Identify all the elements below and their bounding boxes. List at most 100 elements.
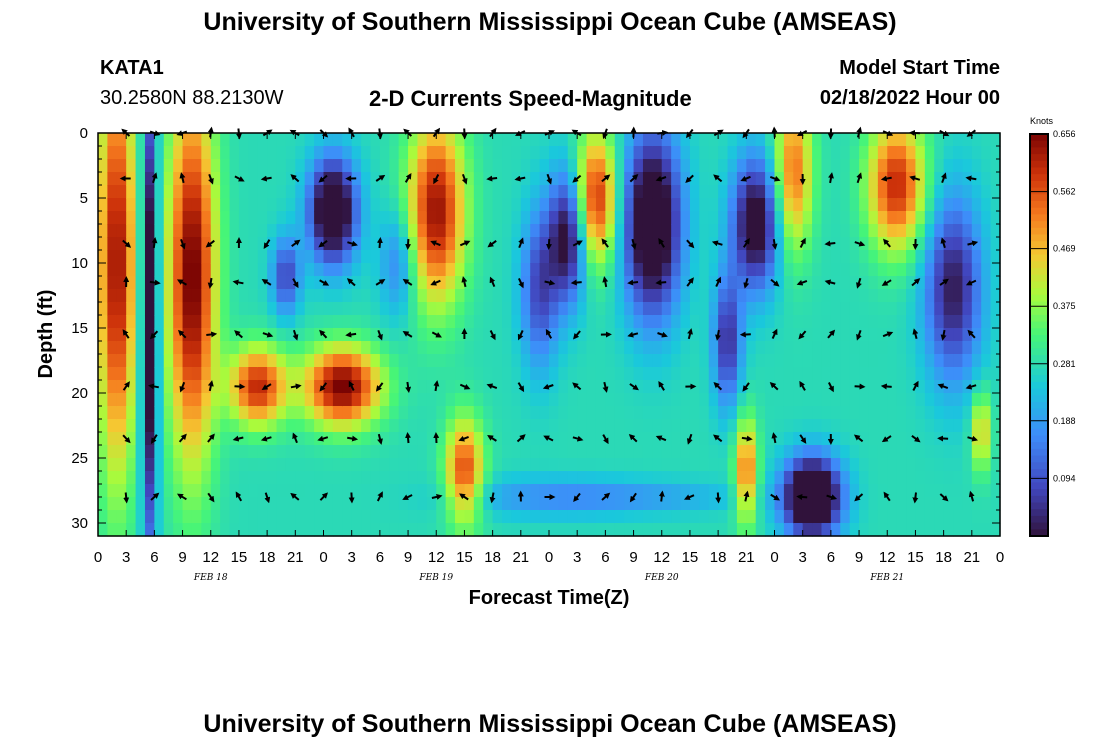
heatmap-cell bbox=[229, 406, 240, 420]
heatmap-cell bbox=[661, 289, 672, 303]
heatmap-cell bbox=[332, 159, 343, 173]
heatmap-cell bbox=[295, 237, 306, 251]
heatmap-cell bbox=[248, 367, 259, 381]
heatmap-cell bbox=[370, 159, 381, 173]
heatmap-cell bbox=[971, 497, 982, 511]
heatmap-cell bbox=[746, 237, 757, 251]
heatmap-cell bbox=[642, 172, 653, 186]
heatmap-cell bbox=[849, 133, 860, 147]
current-arrow bbox=[433, 432, 440, 444]
heatmap-cell bbox=[830, 237, 841, 251]
heatmap-cell bbox=[116, 159, 127, 173]
heatmap-cell bbox=[727, 458, 738, 472]
heatmap-cell bbox=[248, 211, 259, 225]
heatmap-cell bbox=[699, 146, 710, 160]
current-arrow bbox=[939, 278, 949, 286]
heatmap-cell bbox=[191, 393, 202, 407]
heatmap-cell bbox=[689, 146, 700, 160]
heatmap-cell bbox=[173, 289, 184, 303]
heatmap-cell bbox=[802, 510, 813, 524]
heatmap-cell bbox=[257, 211, 268, 225]
heatmap-cell bbox=[887, 289, 898, 303]
current-arrow bbox=[881, 279, 892, 286]
heatmap-cell bbox=[558, 523, 569, 537]
heatmap-cell bbox=[492, 393, 503, 407]
heatmap-cell bbox=[116, 133, 127, 147]
heatmap-cell bbox=[285, 133, 296, 147]
heatmap-cell bbox=[736, 237, 747, 251]
heatmap-cell bbox=[577, 393, 588, 407]
heatmap-cell bbox=[567, 185, 578, 199]
heatmap-cell bbox=[351, 354, 362, 368]
heatmap-cell bbox=[314, 419, 325, 433]
heatmap-cell bbox=[877, 458, 888, 472]
colorbar-segment bbox=[1030, 180, 1048, 189]
current-arrow bbox=[208, 173, 214, 185]
heatmap-cell bbox=[398, 419, 409, 433]
heatmap-cell bbox=[492, 406, 503, 420]
heatmap-cell bbox=[718, 250, 729, 264]
heatmap-cell bbox=[614, 354, 625, 368]
heatmap-cell bbox=[511, 367, 522, 381]
colorbar-segment bbox=[1030, 495, 1048, 504]
heatmap-cell bbox=[530, 484, 541, 498]
heatmap-cell bbox=[586, 289, 597, 303]
x-tick-label: 9 bbox=[404, 549, 412, 566]
current-arrow bbox=[319, 382, 328, 392]
heatmap-cell bbox=[398, 510, 409, 524]
heatmap-cell bbox=[126, 380, 137, 394]
heatmap-cell bbox=[887, 484, 898, 498]
heatmap-cell bbox=[558, 211, 569, 225]
heatmap-cell bbox=[877, 211, 888, 225]
heatmap-cell bbox=[567, 393, 578, 407]
heatmap-cell bbox=[332, 393, 343, 407]
heatmap-cell bbox=[699, 367, 710, 381]
heatmap-cell bbox=[868, 198, 879, 212]
heatmap-cell bbox=[304, 328, 315, 342]
heatmap-cell bbox=[191, 172, 202, 186]
heatmap-cell bbox=[614, 146, 625, 160]
current-arrow bbox=[487, 435, 497, 442]
current-arrow bbox=[207, 380, 214, 392]
heatmap-cell bbox=[502, 432, 513, 446]
heatmap-cell bbox=[896, 484, 907, 498]
heatmap-cell bbox=[304, 510, 315, 524]
heatmap-cell bbox=[595, 237, 606, 251]
heatmap-cell bbox=[389, 224, 400, 238]
heatmap-cell bbox=[417, 159, 428, 173]
heatmap-cell bbox=[718, 302, 729, 316]
heatmap-cell bbox=[577, 146, 588, 160]
heatmap-cell bbox=[765, 159, 776, 173]
heatmap-cell bbox=[426, 146, 437, 160]
colorbar-tick-label: 0.562 bbox=[1053, 187, 1076, 197]
heatmap-cell bbox=[445, 146, 456, 160]
heatmap-cell bbox=[943, 393, 954, 407]
heatmap-cell bbox=[680, 289, 691, 303]
heatmap-cell bbox=[210, 172, 221, 186]
heatmap-cell bbox=[107, 250, 118, 264]
heatmap-cell bbox=[398, 393, 409, 407]
heatmap-cell bbox=[887, 471, 898, 485]
heatmap-cell bbox=[558, 198, 569, 212]
heatmap-cell bbox=[849, 159, 860, 173]
colorbar-tick-label: 0.375 bbox=[1053, 301, 1076, 311]
current-arrow bbox=[856, 172, 863, 184]
heatmap-cell bbox=[812, 289, 823, 303]
heatmap-cell bbox=[671, 367, 682, 381]
current-arrow bbox=[686, 433, 693, 445]
current-arrow bbox=[404, 172, 412, 183]
heatmap-cell bbox=[633, 523, 644, 537]
heatmap-cell bbox=[727, 289, 738, 303]
heatmap-cell bbox=[511, 406, 522, 420]
heatmap-cell bbox=[257, 341, 268, 355]
heatmap-cell bbox=[398, 341, 409, 355]
heatmap-cell bbox=[887, 198, 898, 212]
heatmap-cell bbox=[906, 380, 917, 394]
heatmap-cell bbox=[849, 250, 860, 264]
heatmap-cell bbox=[718, 133, 729, 147]
heatmap-cell bbox=[342, 302, 353, 316]
heatmap-cell bbox=[577, 185, 588, 199]
heatmap-cell bbox=[389, 172, 400, 186]
heatmap-cell bbox=[530, 146, 541, 160]
heatmap-cell bbox=[774, 445, 785, 459]
